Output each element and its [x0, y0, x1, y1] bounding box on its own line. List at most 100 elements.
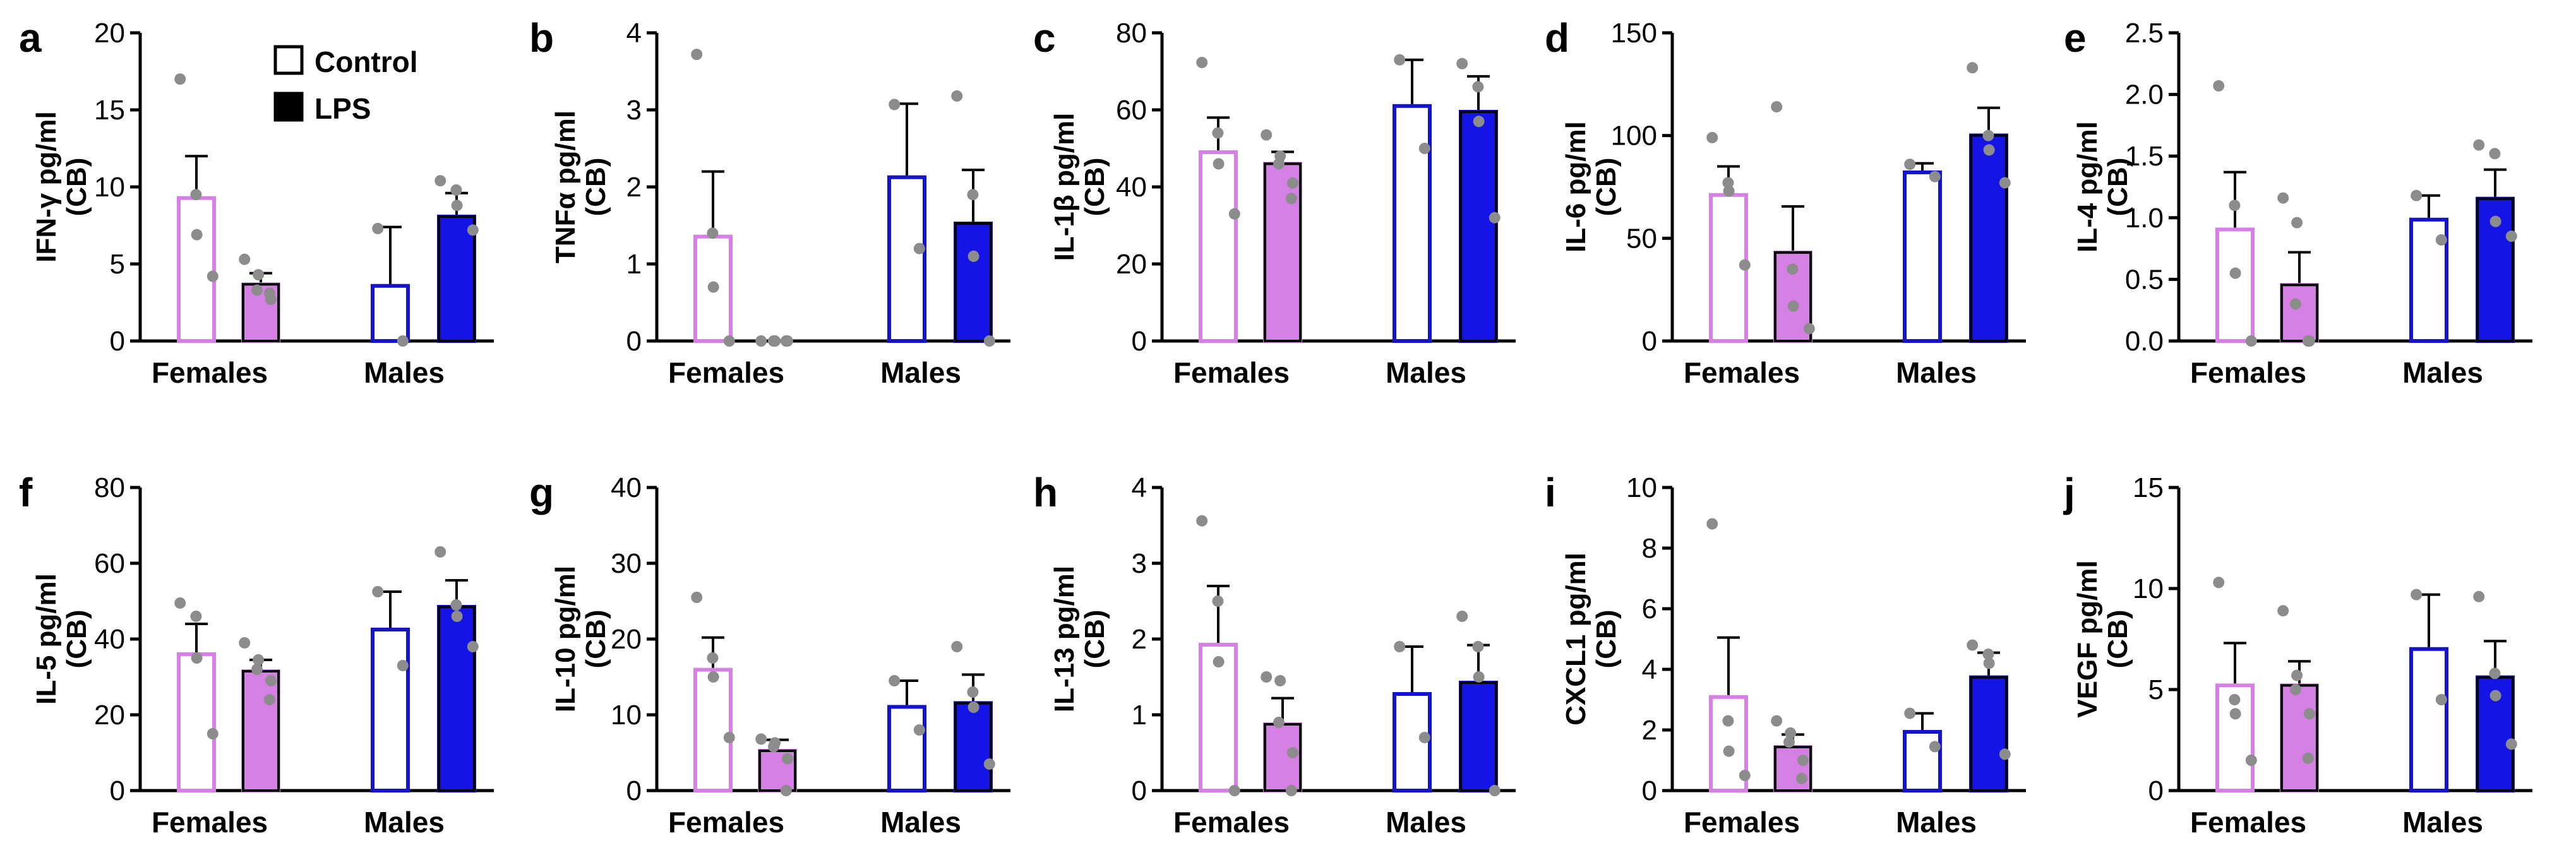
y-tick-label: 4 — [1642, 654, 1657, 685]
bar-females-lps — [2280, 683, 2319, 793]
data-point — [2291, 217, 2303, 229]
data-point — [251, 284, 263, 296]
data-point — [707, 227, 719, 239]
data-point — [1983, 144, 1995, 156]
data-point — [1797, 755, 1809, 766]
data-point — [755, 335, 767, 347]
data-point — [768, 741, 779, 753]
data-point — [467, 224, 479, 236]
data-point — [450, 599, 462, 611]
y-tick-label: 5 — [110, 249, 125, 280]
bar-females-control — [693, 667, 733, 792]
data-point — [1967, 62, 1979, 74]
bar-outline — [1459, 111, 1497, 342]
y-axis-label: TNFα pg/ml — [550, 111, 581, 263]
panel-c: c IL-1β pg/ml (CB) 0 20 40 60 80 Females Males — [1033, 15, 1516, 389]
panel-i: i CXCL1 pg/ml (CB) 0 2 4 6 8 10 Females Males — [1545, 470, 2026, 839]
data-point — [723, 732, 735, 743]
y-tick-label: 2.5 — [2125, 18, 2164, 49]
data-point — [1795, 772, 1807, 784]
y-tick-label: 40 — [1116, 172, 1147, 203]
panel-g: g IL-10 pg/ml (CB) 0 10 20 30 40 Females Males — [529, 470, 1010, 839]
bar-outline — [954, 222, 992, 342]
data-point — [691, 592, 703, 603]
bar-males-control — [887, 175, 926, 343]
x-category-label: Males — [1386, 356, 1466, 389]
data-point — [1273, 717, 1285, 728]
data-point — [2229, 694, 2241, 705]
data-point — [2473, 590, 2485, 602]
bar-outline — [2476, 197, 2514, 342]
data-point — [951, 90, 963, 102]
y-tick-label: 60 — [94, 548, 125, 579]
y-tick-label: 2 — [1642, 715, 1657, 746]
y-tick-label: 1.5 — [2125, 141, 2164, 172]
bar-males-control — [2409, 647, 2448, 793]
data-point — [434, 175, 446, 187]
data-point — [1787, 263, 1799, 275]
bar-outline — [1774, 251, 1812, 342]
data-point — [1904, 158, 1916, 170]
data-point — [253, 269, 265, 281]
data-point — [2303, 708, 2315, 720]
y-tick-label: 150 — [1611, 18, 1657, 49]
data-point — [1456, 611, 1468, 622]
legend-lps-label: LPS — [315, 92, 371, 125]
data-point — [913, 724, 925, 736]
panel-letter: h — [1033, 470, 1058, 515]
y-tick-label: 0.0 — [2125, 326, 2164, 357]
bar-males-lps — [1969, 133, 2008, 343]
legend: Control LPS — [273, 45, 418, 125]
panel-h: h IL-13 pg/ml (CB) 0 1 2 3 4 Females Males — [1033, 470, 1516, 839]
data-point — [2213, 80, 2225, 92]
data-point — [1196, 515, 1208, 527]
data-point — [755, 733, 767, 745]
data-point — [2489, 148, 2501, 160]
data-point — [707, 671, 719, 683]
y-axis-unit-label: (CB) — [1079, 158, 1110, 217]
bar-males-lps — [437, 605, 476, 792]
bar-males-control — [1393, 104, 1432, 343]
data-point — [451, 611, 463, 622]
panel-letter: j — [2063, 470, 2075, 515]
y-axis-unit-label: (CB) — [580, 158, 611, 217]
y-tick-label: 80 — [1116, 18, 1147, 49]
data-point — [372, 222, 384, 234]
y-tick-label: 8 — [1642, 533, 1657, 564]
data-point — [1273, 158, 1285, 170]
data-point — [1787, 300, 1799, 312]
data-point — [2290, 298, 2301, 310]
y-tick-label: 20 — [611, 624, 642, 655]
y-axis-unit-label: (CB) — [2102, 158, 2133, 217]
x-category-label: Females — [668, 356, 784, 389]
y-axis-unit-label: (CB) — [1079, 610, 1110, 669]
data-point — [1739, 259, 1751, 271]
y-tick-label: 0.5 — [2125, 264, 2164, 295]
panel-letter: g — [529, 470, 554, 515]
legend-control-swatch — [273, 45, 304, 75]
data-point — [372, 586, 384, 597]
data-point — [191, 652, 203, 664]
y-tick-label: 1 — [1132, 700, 1147, 731]
y-tick-label: 3 — [1132, 548, 1147, 579]
panel-j: j VEGF pg/ml (CB) 0 5 10 15 Females Males — [2063, 470, 2532, 839]
bar-males-control — [1903, 170, 1942, 343]
data-point — [1212, 595, 1224, 607]
data-point — [1285, 785, 1297, 796]
data-point — [1723, 185, 1735, 197]
y-tick-label: 10 — [2133, 573, 2164, 604]
data-point — [174, 597, 186, 609]
data-point — [1228, 785, 1240, 796]
data-point — [1473, 116, 1485, 128]
y-tick-label: 10 — [1626, 472, 1657, 503]
data-point — [1722, 715, 1734, 727]
data-point — [265, 675, 277, 686]
data-point — [1285, 193, 1297, 205]
y-axis-unit-label: (CB) — [61, 610, 92, 669]
data-point — [1706, 518, 1718, 530]
y-tick-label: 10 — [611, 700, 642, 731]
y-tick-label: 2 — [626, 172, 642, 203]
data-point — [1456, 57, 1468, 69]
data-point — [1213, 656, 1225, 667]
data-point — [780, 335, 792, 347]
